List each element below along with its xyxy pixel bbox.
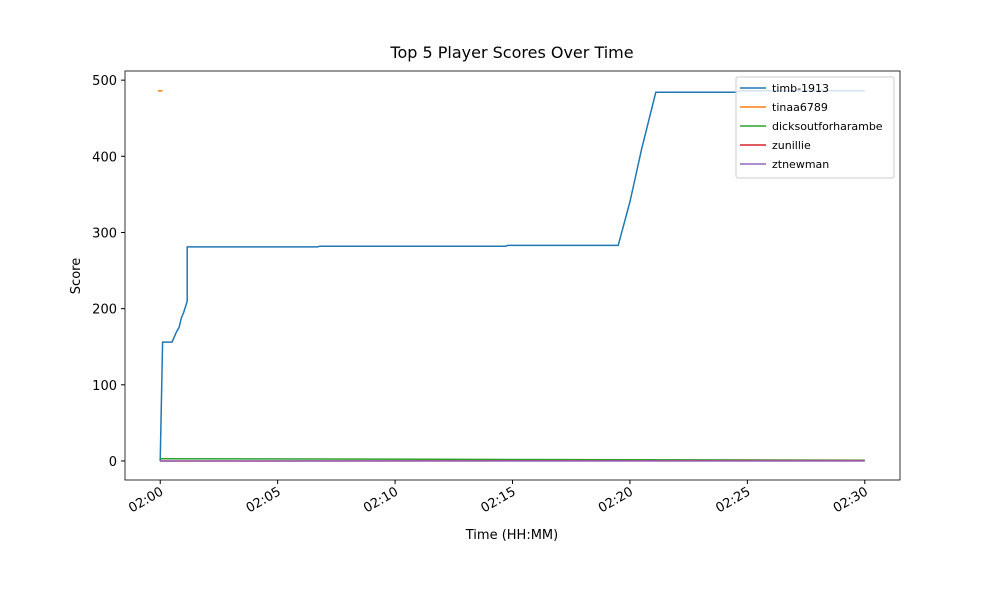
y-tick-label: 100 [92, 379, 117, 394]
x-tick-label: 02:00 [126, 484, 166, 516]
x-tick-label: 02:30 [831, 484, 871, 516]
legend-box [735, 76, 895, 179]
chart-title: Top 5 Player Scores Over Time [389, 43, 633, 62]
x-tick-label: 02:10 [361, 484, 401, 516]
legend-label: timb-1913 [772, 82, 829, 95]
y-axis-label: Score [69, 258, 84, 294]
y-tick-label: 300 [92, 226, 117, 241]
y-tick-label: 500 [92, 74, 117, 89]
x-tick-label: 02:25 [713, 484, 753, 516]
legend-label: dicksoutforharambe [772, 120, 883, 133]
y-tick-label: 400 [92, 150, 117, 165]
plot-frame [124, 70, 901, 481]
x-axis-label: Time (HH:MM) [465, 528, 558, 543]
y-tick-label: 0 [109, 455, 117, 470]
x-tick-label: 02:15 [479, 484, 519, 516]
legend-label: tinaa6789 [772, 101, 828, 114]
legend-label: ztnewman [772, 158, 829, 171]
y-tick-label: 200 [92, 303, 117, 318]
series-line [159, 90, 865, 462]
legend-label: zunillie [772, 139, 811, 152]
x-tick-label: 02:20 [596, 484, 636, 516]
x-tick-label: 02:05 [244, 484, 284, 516]
